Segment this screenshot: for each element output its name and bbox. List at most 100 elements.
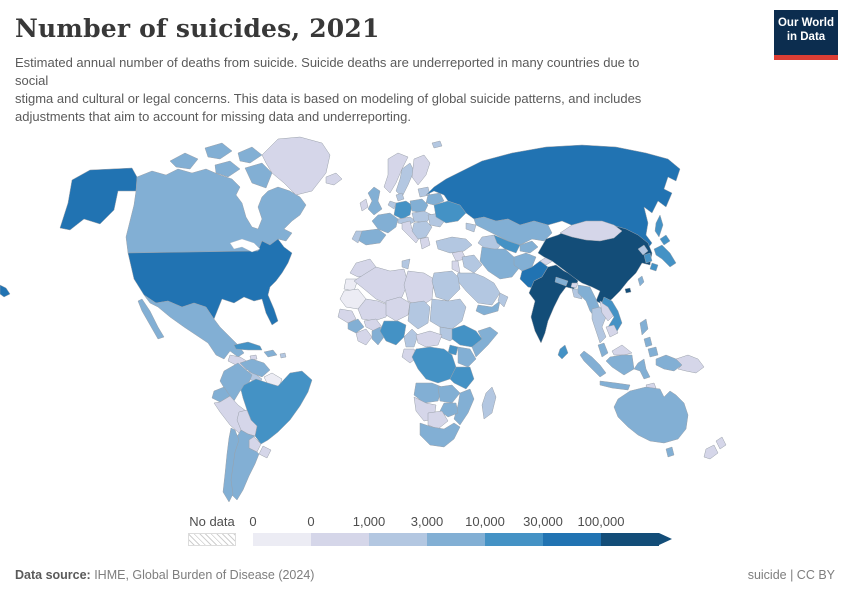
region-java[interactable] xyxy=(599,380,631,391)
region-baffin-island[interactable] xyxy=(244,162,273,189)
region-malaysia[interactable] xyxy=(597,342,609,358)
region-niger[interactable] xyxy=(385,296,411,322)
region-bhutan[interactable] xyxy=(570,282,579,289)
region-madagascar[interactable] xyxy=(481,386,497,420)
region-japan[interactable] xyxy=(653,244,677,268)
region-jamaica[interactable] xyxy=(249,354,258,361)
legend-segment[interactable] xyxy=(253,533,311,546)
region-oman[interactable] xyxy=(497,292,509,308)
region-arctic-island[interactable] xyxy=(204,142,233,160)
region-central-african-republic[interactable] xyxy=(415,330,443,348)
region-mozambique[interactable] xyxy=(453,388,475,426)
region-belarus[interactable] xyxy=(425,192,445,206)
region-ivory-coast[interactable] xyxy=(355,328,373,346)
region-cameroon[interactable] xyxy=(403,328,419,348)
owid-logo[interactable]: Our World in Data xyxy=(774,10,838,60)
region-italy[interactable] xyxy=(401,220,421,244)
region-japan[interactable] xyxy=(659,234,671,246)
region-arctic-island[interactable] xyxy=(237,146,263,164)
region-tasmania[interactable] xyxy=(665,446,675,458)
region-germany[interactable] xyxy=(393,200,413,220)
region-papua-new-guinea[interactable] xyxy=(675,354,705,374)
region-west-papua[interactable] xyxy=(655,354,683,372)
region-new-zealand[interactable] xyxy=(715,436,727,450)
region-arctic-island[interactable] xyxy=(169,152,199,170)
region-arctic-island[interactable] xyxy=(214,160,241,178)
region-malaysia-borneo[interactable] xyxy=(611,344,633,356)
region-taiwan[interactable] xyxy=(637,275,645,287)
region-kyrgyzstan-tajikistan[interactable] xyxy=(519,240,539,254)
region-france[interactable] xyxy=(371,212,399,234)
region-hispaniola[interactable] xyxy=(263,349,278,358)
region-nigeria[interactable] xyxy=(379,320,407,346)
region-poland[interactable] xyxy=(409,198,429,214)
region-uruguay[interactable] xyxy=(258,445,272,459)
region-chile[interactable] xyxy=(222,427,240,503)
region-jordan-israel[interactable] xyxy=(451,260,461,274)
region-puerto-rico[interactable] xyxy=(279,352,287,359)
region-mongolia[interactable] xyxy=(559,220,623,242)
legend-no-data-swatch[interactable] xyxy=(188,533,236,546)
region-guinea[interactable] xyxy=(347,318,365,334)
region-sumatra[interactable] xyxy=(579,350,607,378)
region-denmark[interactable] xyxy=(395,192,405,202)
region-somalia[interactable] xyxy=(471,326,499,358)
region-tanzania[interactable] xyxy=(449,366,475,390)
legend-segment[interactable] xyxy=(485,533,543,546)
region-baja-california[interactable] xyxy=(137,298,165,340)
region-iraq[interactable] xyxy=(461,254,483,274)
region-svalbard[interactable] xyxy=(431,140,443,149)
license-note[interactable]: suicide | CC BY xyxy=(747,568,835,582)
legend-color-bar[interactable] xyxy=(253,533,659,546)
legend-segment[interactable] xyxy=(427,533,485,546)
region-alaska[interactable] xyxy=(59,167,138,231)
region-uganda[interactable] xyxy=(447,344,459,356)
region-sweden[interactable] xyxy=(395,162,415,198)
region-cambodia[interactable] xyxy=(605,324,619,338)
region-kenya[interactable] xyxy=(457,346,477,368)
legend-segment[interactable] xyxy=(311,533,369,546)
legend-segment[interactable] xyxy=(369,533,427,546)
region-japan[interactable] xyxy=(649,262,659,272)
region-senegal[interactable] xyxy=(337,308,357,324)
region-venezuela[interactable] xyxy=(239,358,271,378)
region-chad[interactable] xyxy=(407,300,431,330)
region-egypt[interactable] xyxy=(431,270,461,302)
region-botswana[interactable] xyxy=(427,410,449,430)
region-north-korea[interactable] xyxy=(637,244,649,256)
region-norway[interactable] xyxy=(383,152,409,194)
region-south-africa[interactable] xyxy=(419,422,461,448)
region-philippines[interactable] xyxy=(639,318,649,336)
region-caucasus[interactable] xyxy=(465,222,477,233)
region-tunisia[interactable] xyxy=(401,258,411,270)
region-sri-lanka[interactable] xyxy=(557,344,569,360)
region-sulawesi[interactable] xyxy=(633,358,651,380)
region-philippines[interactable] xyxy=(643,336,653,348)
region-nepal[interactable] xyxy=(554,276,569,287)
region-finland[interactable] xyxy=(411,154,431,186)
region-kalimantan[interactable] xyxy=(605,354,635,376)
region-russia-east-fragment[interactable] xyxy=(0,284,11,298)
region-balkans[interactable] xyxy=(411,220,433,240)
region-cuba[interactable] xyxy=(233,341,263,351)
region-yemen[interactable] xyxy=(475,300,501,316)
region-mexico[interactable] xyxy=(143,294,245,360)
region-sudan[interactable] xyxy=(429,298,467,330)
region-greenland[interactable] xyxy=(261,136,331,196)
region-uzbekistan[interactable] xyxy=(493,234,521,254)
region-zambia[interactable] xyxy=(437,384,461,404)
region-angola[interactable] xyxy=(413,382,443,404)
region-saudi-arabia[interactable] xyxy=(455,272,501,306)
legend-segment[interactable] xyxy=(601,533,659,546)
legend-segment[interactable] xyxy=(543,533,601,546)
region-sakhalin[interactable] xyxy=(654,214,664,238)
region-new-zealand[interactable] xyxy=(703,444,719,460)
region-ireland[interactable] xyxy=(359,198,369,212)
region-south-korea[interactable] xyxy=(643,252,653,264)
region-hong-kong[interactable] xyxy=(624,287,632,294)
region-iceland[interactable] xyxy=(325,172,343,186)
region-turkey[interactable] xyxy=(435,236,473,254)
region-kazakhstan[interactable] xyxy=(473,216,553,246)
region-iran[interactable] xyxy=(479,246,521,280)
region-united-kingdom[interactable] xyxy=(367,186,383,216)
